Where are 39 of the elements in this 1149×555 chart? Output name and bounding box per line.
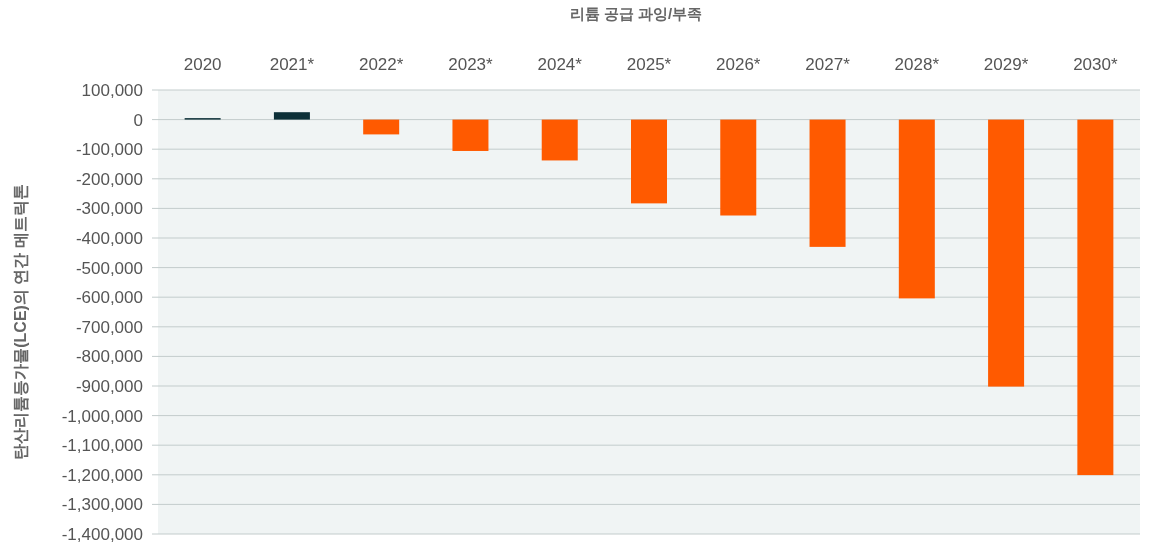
- y-tick-label: -200,000: [75, 169, 143, 189]
- y-tick-label: -400,000: [75, 229, 143, 248]
- x-tick-label: 2021*: [269, 55, 315, 74]
- y-axis-title: 탄산리튬등가물(LCE)의 연간 메트릭톤: [12, 184, 29, 460]
- y-tick-label: -1,000,000: [61, 406, 143, 426]
- bar: [809, 119, 846, 247]
- bar: [452, 119, 489, 151]
- y-tick-label: -1,400,000: [61, 525, 143, 544]
- x-tick-label: 2028*: [894, 55, 940, 74]
- y-tick-label: 0: [133, 110, 143, 130]
- bar: [988, 119, 1025, 387]
- bar: [898, 119, 935, 299]
- x-tick-label: 2023*: [448, 55, 494, 74]
- bar: [363, 119, 400, 135]
- y-tick-label: -1,200,000: [61, 465, 143, 485]
- x-tick-label: 2025*: [626, 55, 672, 74]
- bar: [1077, 119, 1114, 476]
- y-tick-label: -800,000: [75, 347, 143, 367]
- bar: [720, 119, 757, 216]
- y-tick-label: -1,100,000: [61, 436, 143, 456]
- x-tick-label: 2027*: [805, 55, 851, 74]
- y-tick-label: -600,000: [75, 288, 143, 308]
- bar: [541, 119, 578, 161]
- y-tick-label: -700,000: [75, 317, 143, 337]
- y-tick-label: -300,000: [75, 199, 143, 219]
- chart-title: 리튬 공급 과잉/부족: [569, 5, 703, 22]
- x-tick-label: 2026*: [716, 55, 761, 74]
- x-tick-label: 2024*: [537, 55, 583, 74]
- x-tick-label: 2022*: [358, 55, 404, 74]
- x-tick-label: 2030*: [1073, 55, 1118, 74]
- y-tick-label: -1,300,000: [61, 495, 143, 515]
- x-tick-label: 2029*: [983, 55, 1029, 74]
- x-tick-label: 2020: [183, 55, 222, 74]
- bar: [631, 119, 667, 204]
- bar: [273, 112, 310, 120]
- y-tick-label: -500,000: [75, 258, 143, 278]
- y-tick-label: 100,000: [81, 81, 143, 100]
- y-tick-label: -900,000: [75, 377, 143, 396]
- y-tick-label: -100,000: [75, 140, 143, 160]
